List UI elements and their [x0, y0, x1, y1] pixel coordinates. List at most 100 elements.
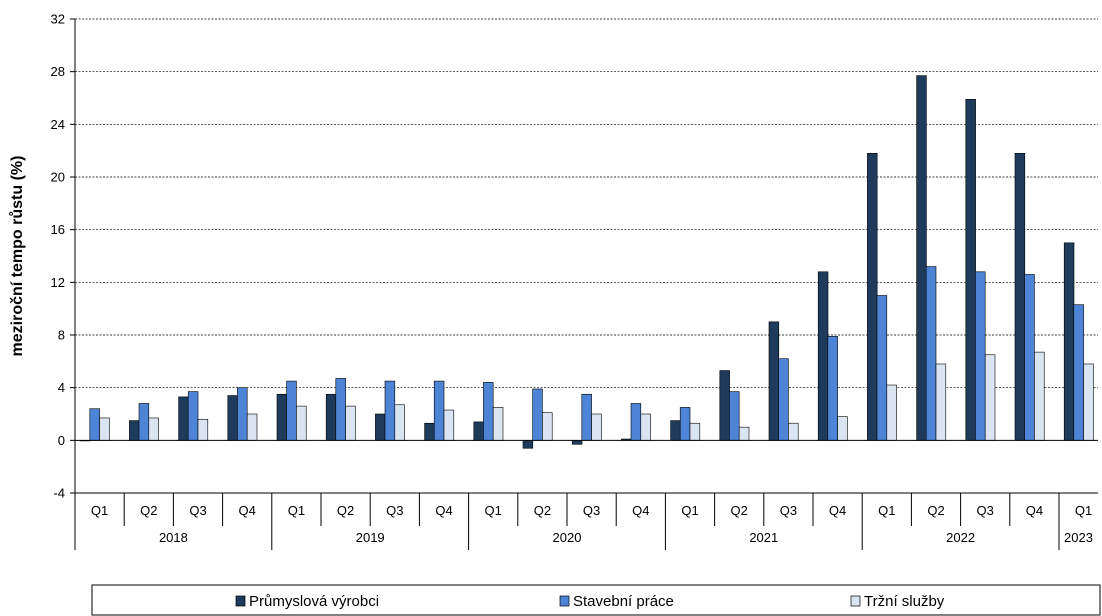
bar-stavební-práce — [729, 391, 740, 441]
legend-box — [91, 584, 1101, 616]
bar-průmyslová-výrobci — [916, 75, 927, 441]
legend-entry: Průmyslová výrobci — [249, 593, 379, 610]
bar-průmyslová-výrobci — [325, 393, 337, 441]
y-axis-label: meziroční tempo růstu (%) — [9, 156, 26, 357]
year-label: 2021 — [749, 530, 778, 545]
bar-stavební-práce — [630, 403, 642, 441]
y-tick-labels: -4 0 4 8 12 16 20 24 28 32 — [51, 12, 65, 501]
bar-průmyslová-výrobci — [178, 396, 189, 441]
axes — [70, 18, 1098, 550]
bar-tržní-služby — [935, 363, 947, 441]
y-tick-label: 12 — [51, 275, 65, 290]
bar-tržní-služby — [394, 404, 405, 441]
y-tick-label: 20 — [51, 170, 65, 185]
bar-průmyslová-výrobci — [522, 440, 534, 449]
bar-průmyslová-výrobci — [768, 321, 780, 441]
bar-tržní-služby — [984, 354, 996, 441]
year-label: 2018 — [159, 530, 188, 545]
bar-stavební-práce — [433, 380, 445, 441]
x-tick-label: Q2 — [337, 503, 354, 518]
bar-průmyslová-výrobci — [1014, 153, 1026, 441]
bar-tržní-služby — [148, 417, 159, 441]
x-axis-categories: Q1 Q2 Q3 Q4 Q1 Q2 Q3 Q4 Q1 Q2 Q3 Q4 Q1 Q2 Q3 Q4 Q1 Q2 Q3 Q4… — [91, 503, 1093, 545]
bar-tržní-služby — [886, 384, 897, 441]
bar-průmyslová-výrobci — [817, 271, 829, 441]
x-tick-label: Q1 — [91, 503, 108, 518]
y-tick-label: 0 — [58, 433, 65, 448]
bar-tržní-služby — [296, 405, 307, 441]
bar-stavební-práce — [89, 408, 100, 441]
x-tick-label: Q4 — [435, 503, 452, 518]
legend-entry: Stavební práce — [573, 593, 674, 610]
bar-průmyslová-výrobci — [227, 395, 238, 441]
bar-tržní-služby — [689, 422, 701, 441]
bar-tržní-služby — [542, 412, 553, 441]
bar-stavební-práce — [827, 336, 838, 441]
x-tick-label: Q2 — [731, 503, 748, 518]
bar-stavební-práce — [138, 403, 150, 441]
gridlines — [75, 18, 1098, 389]
legend-swatch — [850, 595, 861, 607]
bar-průmyslová-výrobci — [1063, 242, 1075, 441]
x-tick-label: Q2 — [927, 503, 944, 518]
bar-průmyslová-výrobci — [571, 440, 583, 445]
x-tick-label: Q3 — [386, 503, 403, 518]
bar-průmyslová-výrobci — [473, 421, 484, 441]
bar-průmyslová-výrobci — [424, 422, 435, 441]
legend-swatch — [559, 595, 570, 607]
bar-průmyslová-výrobci — [276, 393, 288, 441]
x-tick-label: Q4 — [829, 503, 846, 518]
year-label: 2020 — [553, 530, 582, 545]
x-tick-label: Q1 — [681, 503, 698, 518]
bar-průmyslová-výrobci — [375, 413, 386, 441]
legend-entry: Tržní služby — [864, 593, 945, 610]
y-tick-label: 4 — [58, 380, 65, 395]
bar-tržní-služby — [837, 416, 848, 441]
x-tick-label: Q1 — [1075, 503, 1092, 518]
bar-tržní-služby — [1083, 363, 1094, 441]
y-tick-label: 24 — [51, 117, 65, 132]
x-tick-label: Q4 — [239, 503, 256, 518]
bar-stavební-práce — [679, 407, 691, 441]
bar-průmyslová-výrobci — [719, 370, 730, 441]
year-label: 2023 — [1064, 530, 1093, 545]
bar-tržní-služby — [246, 413, 258, 441]
bar-tržní-služby — [640, 413, 651, 441]
bar-tržní-služby — [99, 417, 110, 441]
bar-stavební-práce — [876, 295, 888, 441]
year-label: 2019 — [356, 530, 385, 545]
bar-průmyslová-výrobci — [867, 153, 878, 441]
bar-stavební-práce — [975, 271, 986, 441]
bar-tržní-služby — [345, 405, 356, 441]
bar-tržní-služby — [788, 422, 799, 441]
year-label: 2022 — [946, 530, 975, 545]
bar-tržní-služby — [591, 413, 602, 441]
bar-průmyslová-výrobci — [129, 420, 140, 441]
bar-stavební-práce — [187, 391, 199, 441]
bar-stavební-práce — [286, 380, 297, 441]
bar-stavební-práce — [925, 266, 937, 441]
x-tick-label: Q4 — [632, 503, 649, 518]
bar-tržní-služby — [443, 409, 455, 441]
bar-stavební-práce — [1024, 274, 1035, 441]
bar-tržní-služby — [492, 407, 504, 441]
bar-tržní-služby — [197, 418, 209, 441]
x-tick-label: Q1 — [288, 503, 305, 518]
bar-průmyslová-výrobci — [965, 99, 976, 441]
y-tick-label: 32 — [51, 12, 65, 27]
bar-tržní-služby — [1034, 351, 1045, 441]
x-tick-label: Q2 — [534, 503, 551, 518]
y-tick-label: 28 — [51, 64, 65, 79]
bar-stavební-práce — [237, 387, 248, 441]
x-tick-label: Q3 — [189, 503, 206, 518]
y-tick-label: -4 — [53, 486, 65, 501]
x-tick-label: Q1 — [485, 503, 502, 518]
x-tick-label: Q4 — [1026, 503, 1043, 518]
bar-stavební-práce — [1073, 304, 1084, 441]
x-tick-label: Q3 — [977, 503, 994, 518]
bar-tržní-služby — [738, 426, 750, 441]
bars — [79, 75, 1094, 449]
bar-stavební-práce — [581, 393, 592, 441]
bar-průmyslová-výrobci — [670, 420, 681, 441]
